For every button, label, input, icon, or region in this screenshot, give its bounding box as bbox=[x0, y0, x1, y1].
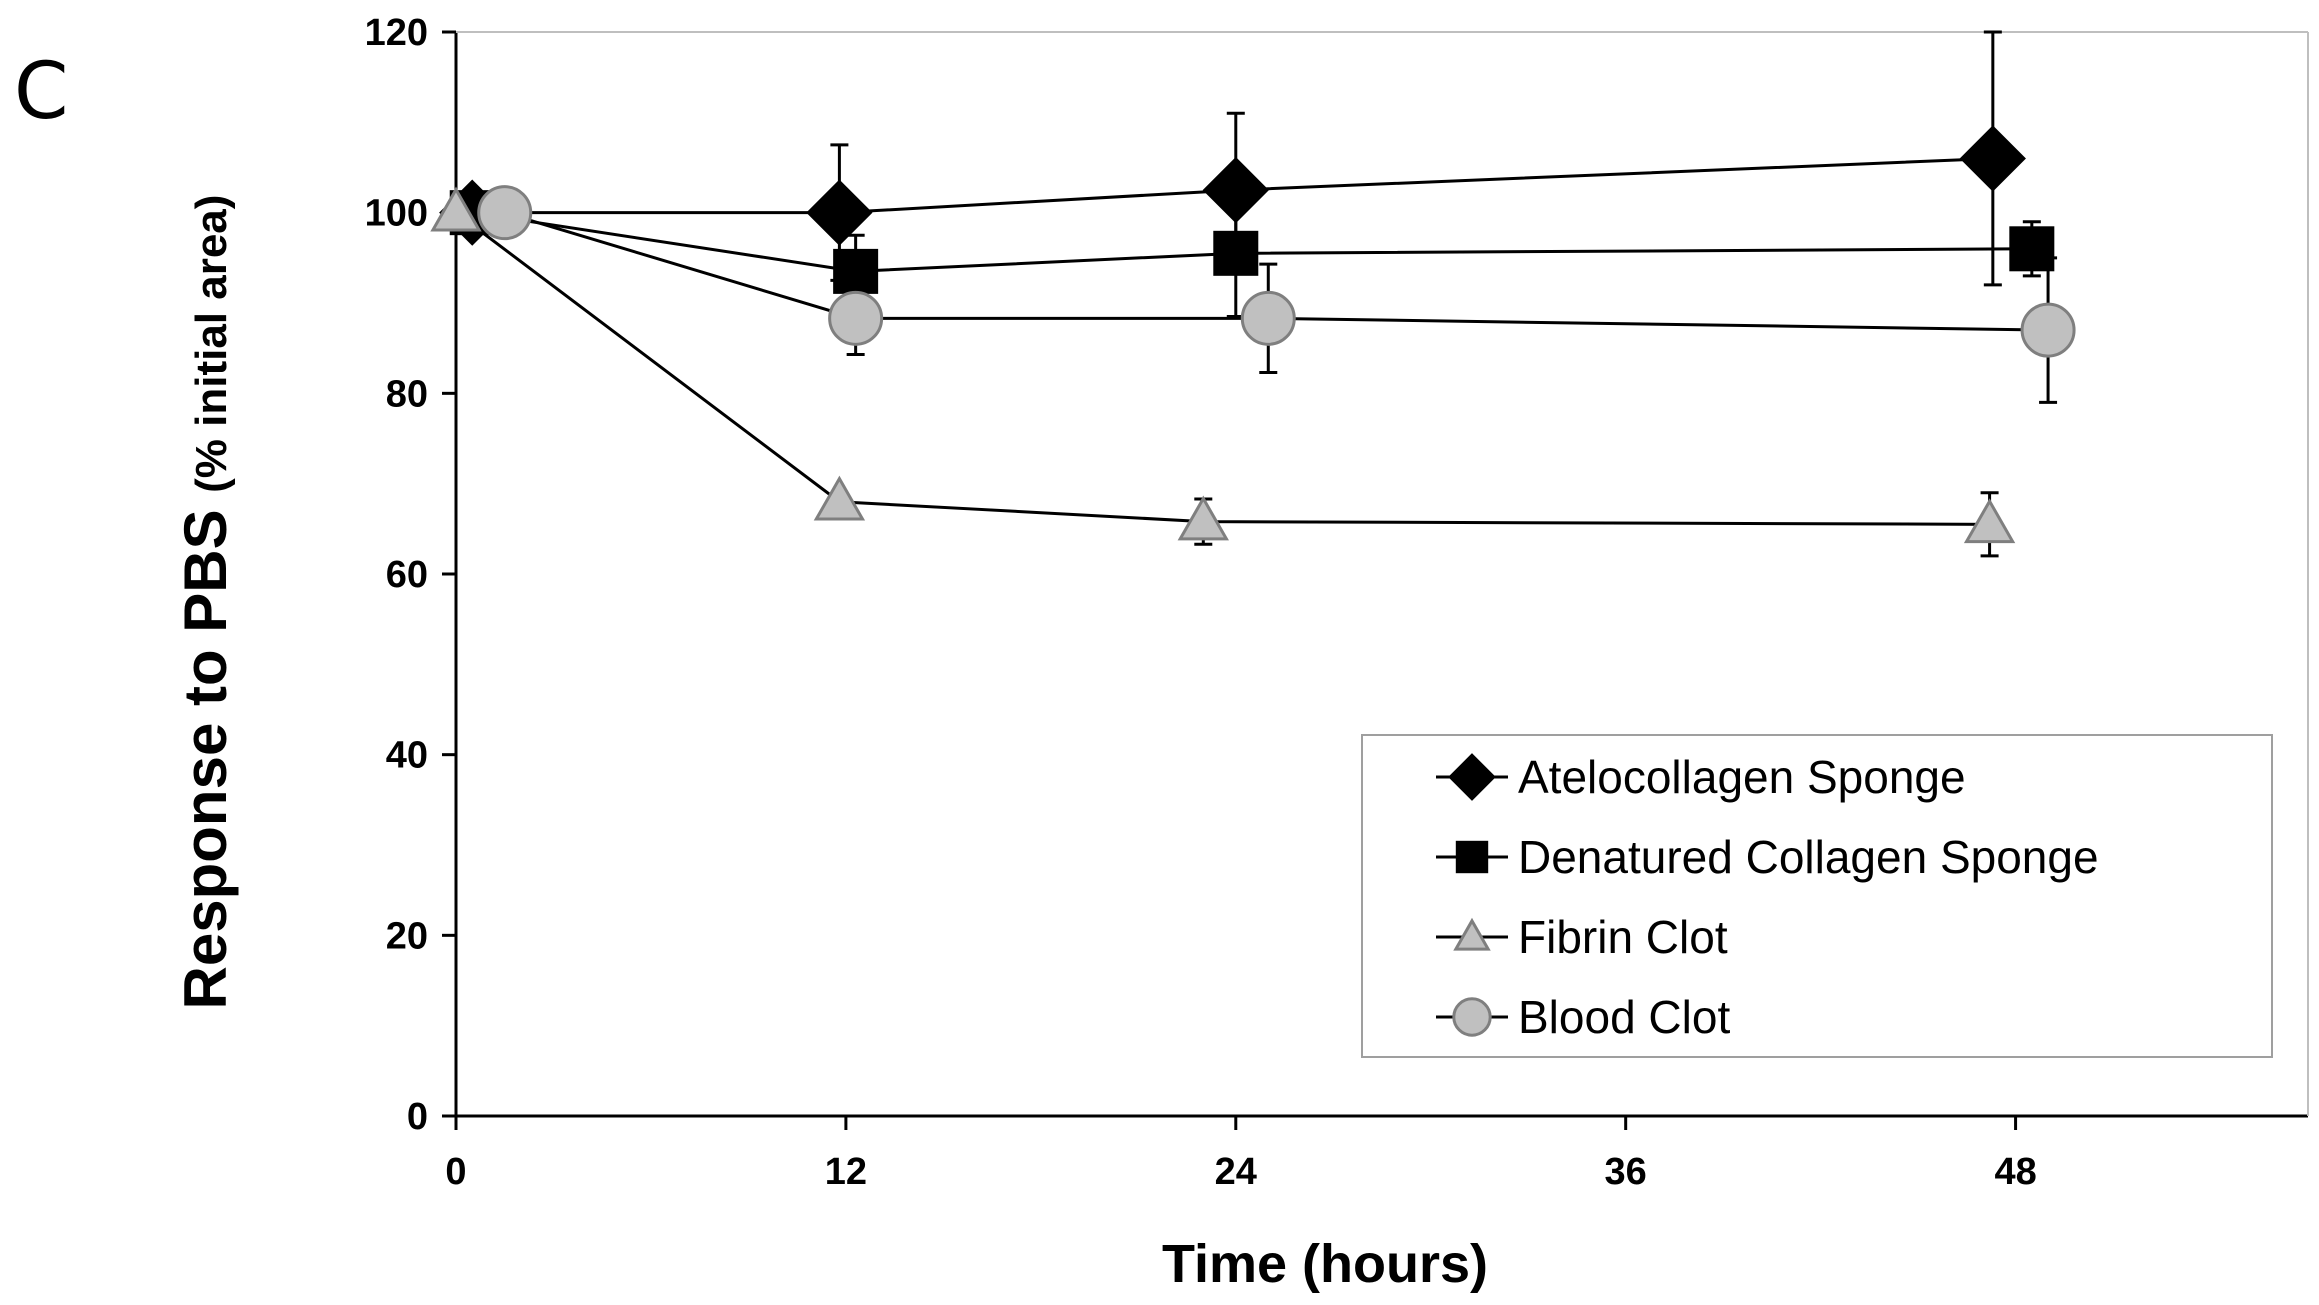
x-tick-label: 12 bbox=[825, 1151, 867, 1193]
legend-marker bbox=[1453, 917, 1491, 951]
y-tick-label: 120 bbox=[365, 12, 428, 54]
series-line bbox=[455, 211, 1990, 526]
x-tick-label: 48 bbox=[1994, 1151, 2036, 1193]
legend: Atelocollagen Sponge Denatured Collagen S… bbox=[1361, 734, 2273, 1058]
x-axis-title: Time (hours) bbox=[1162, 1234, 1488, 1294]
series-blood-clot bbox=[477, 185, 2076, 404]
data-point bbox=[828, 290, 884, 346]
legend-box bbox=[1361, 734, 2273, 1058]
legend-marker bbox=[1448, 753, 1496, 801]
data-point bbox=[1213, 230, 1259, 276]
data-point bbox=[430, 186, 482, 232]
data-point bbox=[2009, 226, 2055, 272]
panel-label: C bbox=[14, 47, 68, 137]
data-point bbox=[1963, 498, 2016, 544]
series-fibrin-clot bbox=[430, 186, 2016, 558]
x-axis-ticks: 0 12 24 36 48 bbox=[445, 1116, 2037, 1193]
data-point bbox=[2020, 302, 2076, 358]
y-axis-title-sub: (% initial area) bbox=[187, 195, 236, 493]
series-line bbox=[472, 156, 1993, 215]
y-tick-label: 100 bbox=[365, 193, 428, 235]
y-axis-ticks: 0 20 40 60 80 100 120 bbox=[365, 12, 456, 1138]
y-axis-title: Response to PBS (% initial area) bbox=[172, 195, 239, 1010]
x-tick-label: 24 bbox=[1215, 1151, 1257, 1193]
data-point bbox=[1240, 290, 1296, 346]
legend-entry: Fibrin Clot bbox=[1436, 911, 1728, 963]
y-tick-label: 60 bbox=[386, 554, 428, 596]
legend-entry: Blood Clot bbox=[1436, 991, 1730, 1043]
series-layer bbox=[430, 30, 2076, 558]
y-tick-label: 0 bbox=[407, 1096, 428, 1138]
data-point bbox=[1959, 125, 2026, 192]
data-point bbox=[477, 185, 533, 241]
series-line bbox=[472, 211, 2032, 273]
legend-entry: Denatured Collagen Sponge bbox=[1436, 831, 2099, 883]
y-tick-label: 20 bbox=[386, 915, 428, 957]
legend-label: Fibrin Clot bbox=[1518, 911, 1728, 963]
y-tick-label: 40 bbox=[386, 735, 428, 777]
legend-label: Atelocollagen Sponge bbox=[1518, 751, 1966, 803]
legend-marker bbox=[1452, 997, 1492, 1037]
legend-entry: Atelocollagen Sponge bbox=[1436, 751, 1966, 803]
data-point bbox=[813, 475, 866, 521]
data-point bbox=[1177, 495, 1229, 541]
data-point bbox=[806, 179, 873, 246]
legend-label: Denatured Collagen Sponge bbox=[1518, 831, 2099, 883]
legend-marker bbox=[1455, 840, 1489, 874]
y-axis-title-main: Response to PBS bbox=[172, 509, 239, 1009]
x-tick-label: 0 bbox=[445, 1151, 466, 1193]
y-tick-label: 80 bbox=[386, 373, 428, 415]
x-tick-label: 36 bbox=[1605, 1151, 1647, 1193]
legend-label: Blood Clot bbox=[1518, 991, 1730, 1043]
series-line bbox=[504, 211, 2049, 332]
